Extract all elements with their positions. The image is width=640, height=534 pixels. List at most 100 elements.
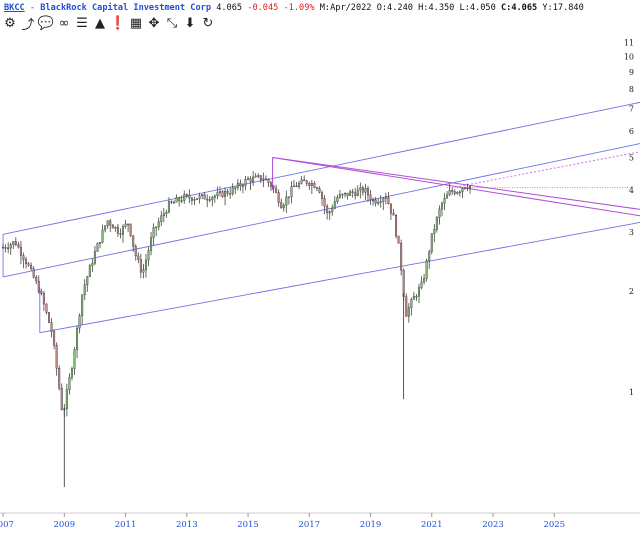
candle-body (264, 178, 267, 181)
candle-body (91, 262, 94, 266)
candle-body (218, 191, 221, 193)
triangle-icon[interactable]: ▲ (95, 15, 105, 31)
x-tick-label: 2025 (543, 520, 565, 530)
candle-body (17, 244, 20, 248)
candle-body (167, 201, 170, 213)
candle-body (55, 344, 58, 369)
candle-body (226, 190, 229, 194)
candle-body (377, 201, 380, 204)
candle-body (448, 190, 451, 196)
candle-body (132, 235, 135, 247)
candle-body (47, 312, 50, 323)
candle-body (70, 368, 73, 378)
candle-body (224, 190, 227, 197)
move-icon[interactable]: ✥ (148, 15, 160, 31)
candle-body (361, 187, 364, 193)
candle-body (435, 217, 438, 230)
candle-body (111, 224, 114, 229)
candle-body (402, 269, 405, 297)
candle-body (359, 187, 362, 191)
y-tick-label: 1 (629, 388, 634, 397)
last-price: 4.065 (216, 3, 243, 13)
share-icon[interactable]: ⤴ (21, 17, 35, 33)
candle-body (407, 307, 410, 317)
candle-body (412, 296, 415, 300)
candle-body (308, 182, 311, 186)
x-tick-label: 2011 (115, 520, 137, 530)
candle-body (114, 226, 117, 229)
candle-body (418, 287, 421, 297)
candle-body (259, 175, 262, 181)
candle-body (249, 178, 252, 182)
candle-body (423, 278, 426, 283)
refresh-icon[interactable]: ↻ (202, 15, 214, 31)
symbol-link[interactable]: BKCC (4, 3, 25, 13)
candle-body (356, 189, 359, 196)
candle-body (290, 186, 293, 197)
candle-body (86, 276, 89, 285)
x-tick-label: 2007 (0, 520, 14, 530)
candle-body (68, 377, 71, 390)
candle-body (346, 192, 349, 196)
candle-body (30, 265, 33, 269)
candle-body (139, 259, 142, 273)
candle-body (198, 195, 201, 199)
period-value: Apr/2022 (330, 3, 372, 13)
candle-body (190, 197, 193, 201)
list-icon[interactable]: ☰ (76, 15, 88, 31)
company-name[interactable]: BlackRock Capital Investment Corp (40, 3, 212, 13)
candle-body (157, 221, 160, 228)
candle-body (93, 251, 96, 264)
comment-icon[interactable]: 💬 (37, 15, 55, 31)
candle-body (461, 188, 464, 193)
candle-body (315, 187, 318, 189)
candle-body (73, 349, 76, 369)
candle-body (318, 188, 321, 193)
candle-body (180, 200, 183, 202)
candle-body (463, 187, 466, 189)
candle-body (257, 175, 260, 177)
candle-body (428, 251, 431, 261)
zoom-icon[interactable]: ⤡ (166, 15, 178, 31)
candle-body (387, 197, 390, 204)
candle-body (109, 220, 112, 226)
candle-body (213, 195, 216, 198)
candle-body (415, 295, 418, 298)
y-tick-label: 9 (629, 68, 634, 77)
candle-body (53, 331, 56, 346)
candle-body (341, 193, 344, 196)
candle-body (287, 196, 290, 198)
trend-channel-line (2, 143, 640, 278)
candle-body (50, 322, 53, 332)
link-icon[interactable]: ∞ (58, 15, 70, 31)
yield-value: 17.840 (552, 3, 584, 13)
candle-body (208, 199, 211, 201)
candle-body (127, 223, 130, 226)
calendar-icon[interactable]: ▦ (129, 15, 143, 31)
x-tick-label: 2009 (53, 520, 75, 530)
price-change: -0.045 (247, 3, 279, 13)
x-tick-label: 2021 (421, 520, 443, 530)
download-icon[interactable]: ⬇ (184, 15, 196, 31)
candle-body (160, 215, 163, 222)
fan-trend-line (459, 151, 640, 187)
info-icon[interactable]: ❗ (109, 15, 127, 31)
x-tick-label: 2019 (360, 520, 382, 530)
candle-body (364, 188, 367, 193)
candle-body (221, 191, 224, 197)
candle-body (106, 220, 109, 226)
candle-body (410, 299, 413, 308)
candle-body (389, 203, 392, 214)
candle-body (239, 182, 242, 187)
candle-body (101, 229, 104, 243)
candle-body (14, 241, 17, 245)
chart-type-icon[interactable]: ⚙ (4, 15, 16, 31)
chart-header: BKCC - BlackRock Capital Investment Corp… (4, 2, 584, 14)
candle-body (382, 198, 385, 202)
candle-body (392, 212, 395, 216)
candle-body (469, 186, 472, 189)
candle-body (451, 190, 454, 192)
candle-body (211, 197, 214, 201)
candle-body (366, 188, 369, 196)
